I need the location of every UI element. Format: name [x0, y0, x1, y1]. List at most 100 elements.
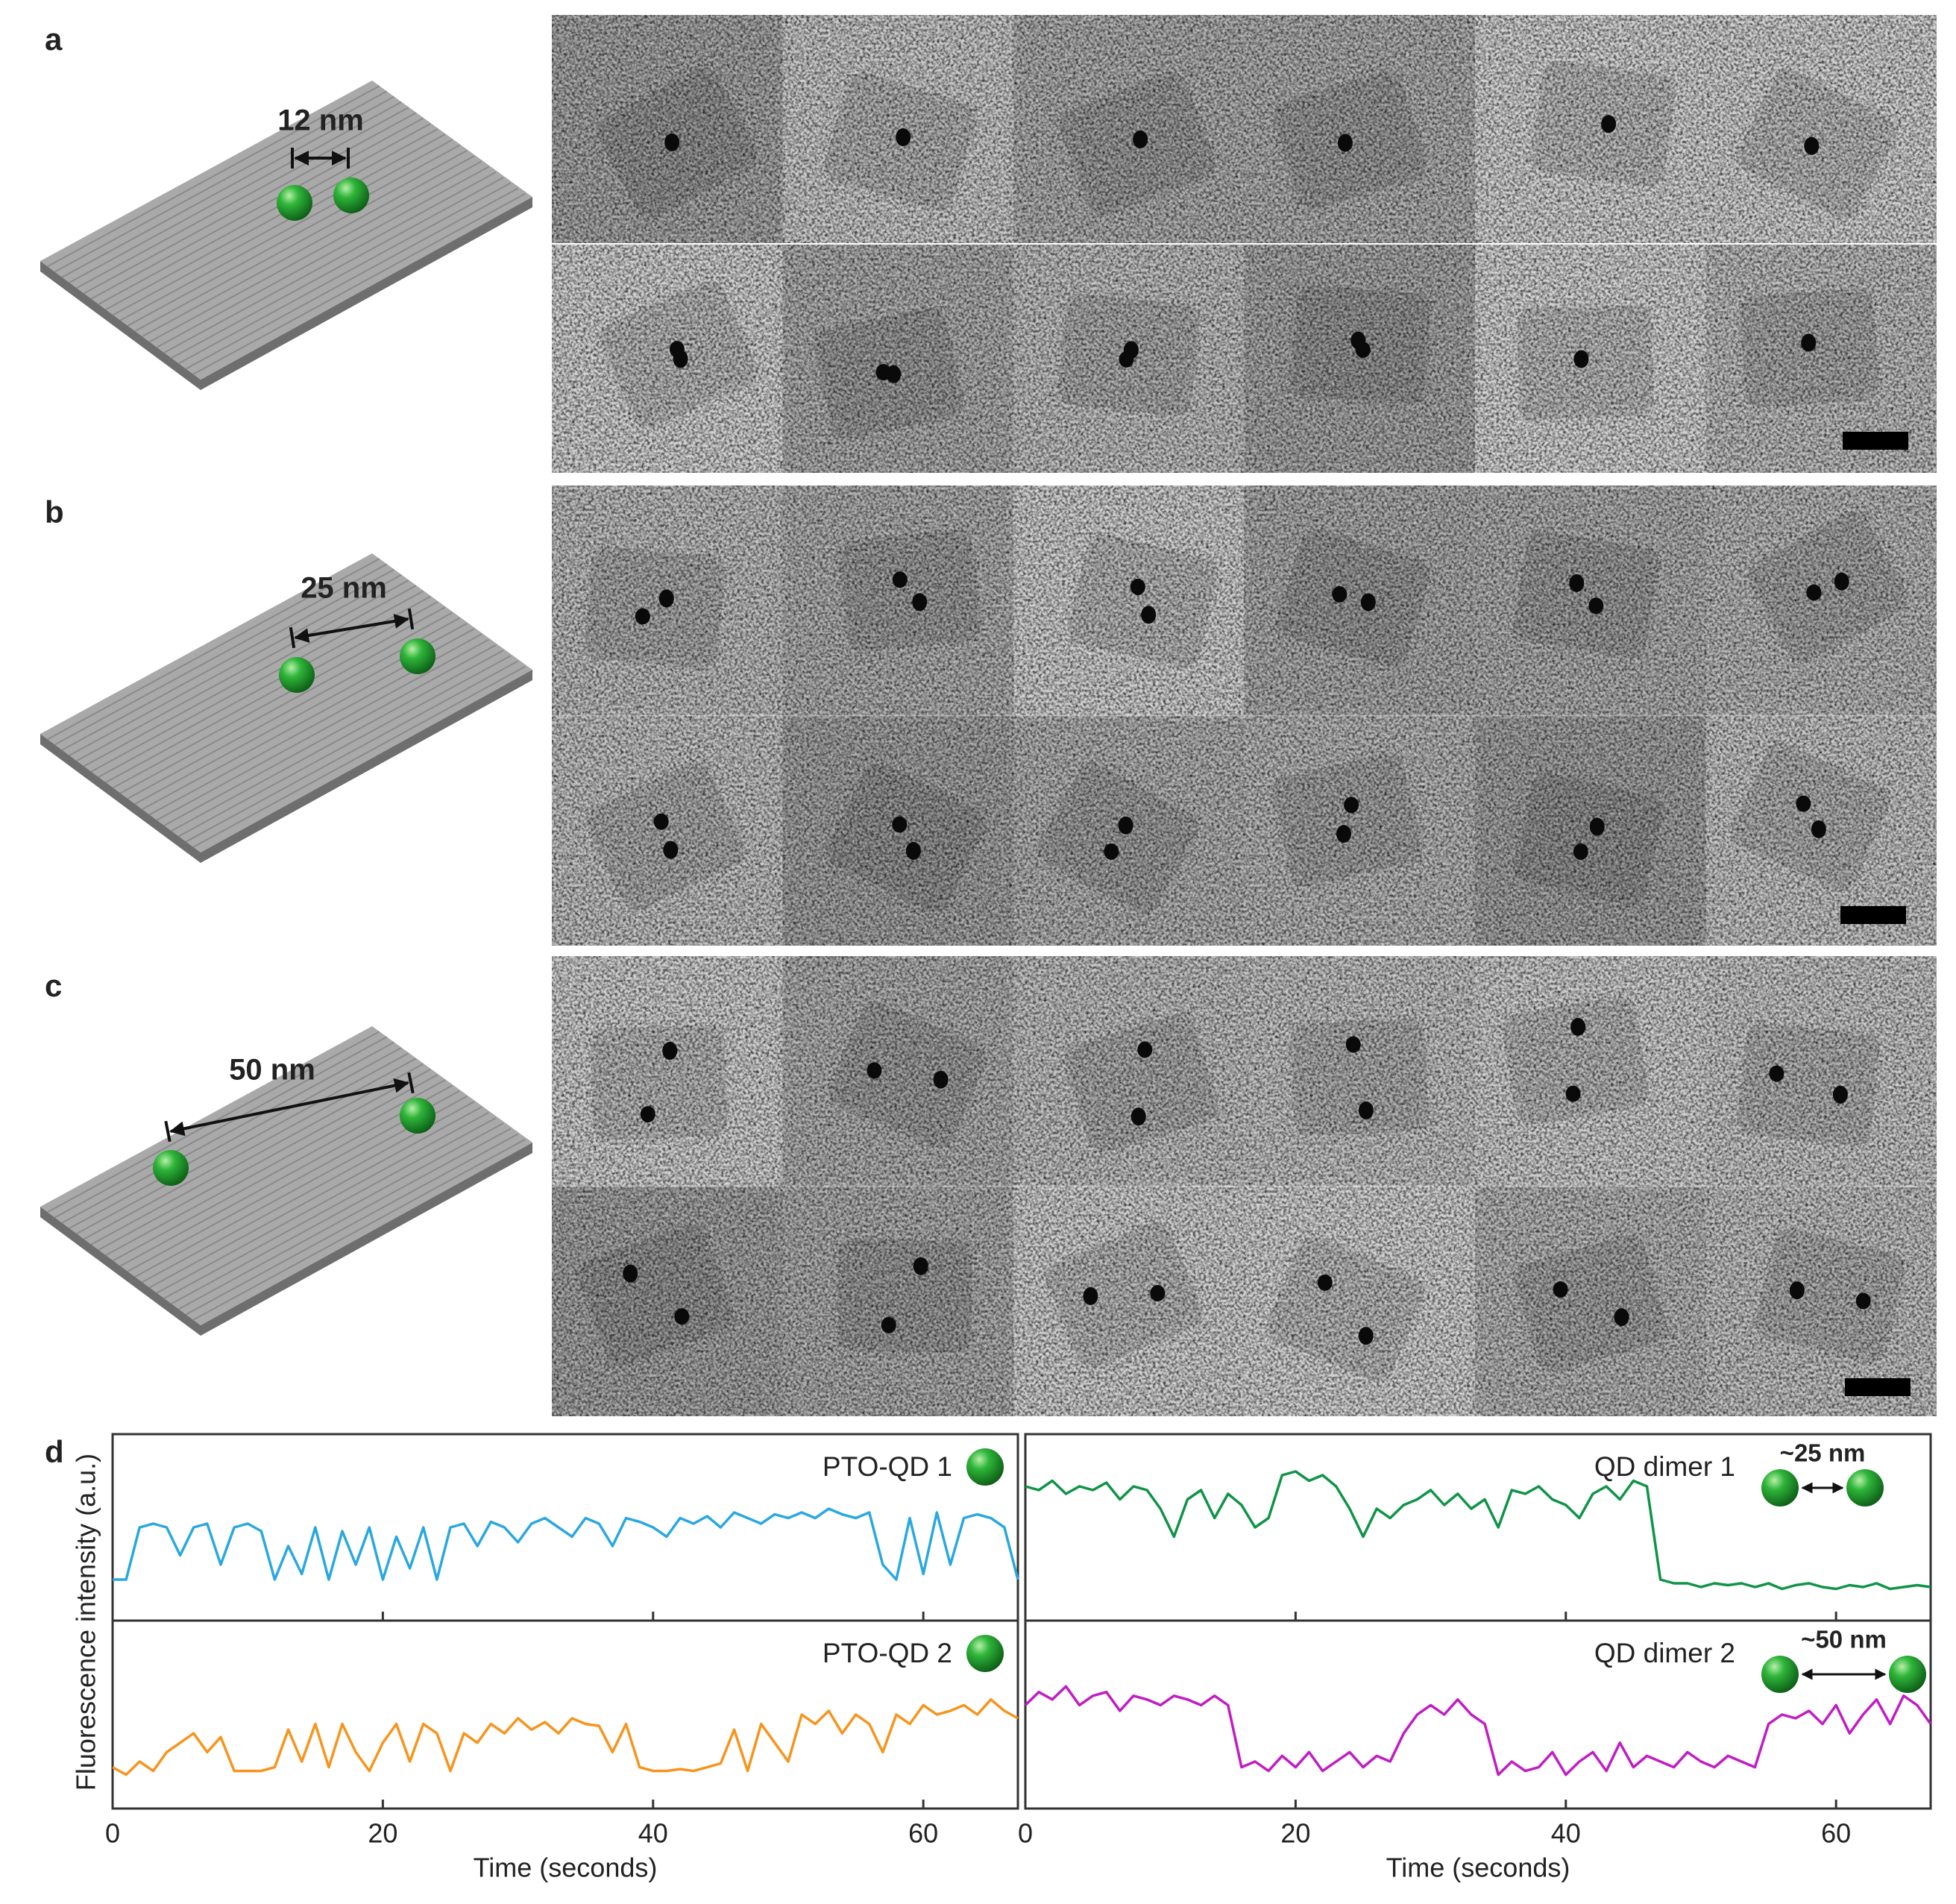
- x-tick-label: 20: [1280, 1818, 1310, 1849]
- particle: [1344, 797, 1359, 814]
- particle: [1083, 1286, 1098, 1305]
- particle: [662, 1042, 678, 1061]
- legend-icon: [1889, 1656, 1926, 1693]
- ridge: [76, 579, 409, 762]
- noise: [1244, 486, 1475, 716]
- particle: [905, 841, 921, 860]
- plot-frame: [111, 1619, 1019, 1810]
- x-tick-label: 60: [1821, 1818, 1851, 1849]
- particle: [1119, 351, 1134, 368]
- ridge: [105, 128, 438, 310]
- ridge: [61, 568, 394, 751]
- particle: [1601, 115, 1617, 133]
- ridge: [163, 644, 497, 826]
- particle: [1130, 1107, 1146, 1126]
- ridge: [163, 171, 497, 354]
- separation-label: ~50 nm: [1801, 1626, 1887, 1653]
- particle: [664, 133, 680, 151]
- legend-icon: [1846, 1469, 1884, 1506]
- panel-label: b: [45, 494, 64, 530]
- ridge: [156, 638, 489, 821]
- particle: [913, 1257, 928, 1275]
- x-tick-label: 20: [368, 1818, 397, 1849]
- particle: [1355, 342, 1371, 359]
- particle: [1573, 843, 1588, 861]
- x-tick-label: 40: [1551, 1818, 1581, 1849]
- trace-title: QD dimer 1: [1594, 1451, 1735, 1482]
- ridge: [69, 101, 402, 283]
- ridge: [69, 574, 402, 756]
- particle: [674, 1308, 690, 1325]
- noise: [552, 1186, 783, 1416]
- trace-title: PTO-QD 2: [823, 1638, 952, 1668]
- bracket: [407, 608, 415, 630]
- trace-title: PTO-QD 1: [823, 1451, 952, 1482]
- particle: [1588, 597, 1604, 615]
- quantum-dot: [400, 1098, 435, 1134]
- x-tick-label: 60: [908, 1818, 938, 1849]
- particle: [896, 128, 911, 146]
- trace-title: QD dimer 2: [1594, 1638, 1735, 1668]
- x-tick-label: 40: [638, 1818, 668, 1849]
- ridge: [84, 112, 417, 295]
- schematics: 12 nm 25 nm 50 nm: [40, 81, 532, 1336]
- micrographs: [552, 15, 1937, 1416]
- particle: [933, 1070, 949, 1089]
- ridge: [47, 85, 380, 268]
- panel-label: c: [45, 968, 62, 1003]
- noise: [782, 244, 1013, 473]
- noise: [1705, 486, 1937, 716]
- noise: [1244, 244, 1475, 473]
- distance-label: 25 nm: [301, 572, 387, 605]
- ridge: [171, 177, 504, 359]
- ridge: [185, 1133, 518, 1316]
- noise: [552, 956, 783, 1187]
- quantum-dot: [333, 177, 369, 213]
- particle: [1789, 1281, 1805, 1300]
- ridge: [54, 563, 388, 746]
- ridge: [156, 166, 489, 348]
- particle: [1553, 1281, 1568, 1298]
- ridge: [142, 155, 475, 338]
- traces: PTO-QD 1 QD dimer 1 ~25 nm 0 20 40 60 Time (sec…: [105, 1433, 1932, 1883]
- noise: [1475, 15, 1706, 244]
- ridge: [76, 107, 409, 289]
- distance-label: 50 nm: [229, 1054, 315, 1087]
- particle: [1806, 584, 1822, 601]
- quantum-dot: [400, 638, 435, 674]
- legend-icon: [966, 1635, 1004, 1672]
- particle: [1569, 574, 1585, 592]
- particle: [658, 589, 674, 608]
- bracket: [407, 1072, 415, 1094]
- particle: [867, 1062, 882, 1079]
- noise: [1705, 1186, 1937, 1416]
- particle: [1589, 817, 1605, 836]
- panel-label: d: [45, 1434, 64, 1469]
- particle: [1337, 133, 1353, 152]
- particle: [1570, 1017, 1586, 1036]
- particle: [1804, 136, 1820, 155]
- particle: [1855, 1292, 1871, 1310]
- ridge: [156, 1111, 489, 1294]
- separation-label: ~25 nm: [1780, 1439, 1866, 1467]
- noise: [782, 956, 1013, 1187]
- noise: [1475, 244, 1706, 473]
- particle: [1332, 585, 1347, 603]
- particle: [653, 813, 669, 830]
- particle: [640, 1106, 655, 1123]
- ridge: [113, 133, 446, 316]
- noise: [1013, 486, 1245, 716]
- particle: [892, 816, 908, 833]
- ridge: [192, 192, 526, 375]
- trace: [1024, 1685, 1932, 1776]
- particle: [623, 1264, 638, 1283]
- ridge: [178, 1128, 512, 1310]
- particle: [1796, 795, 1811, 812]
- particle: [1573, 350, 1589, 368]
- particle: [1801, 333, 1817, 352]
- x-axis-label: Time (seconds): [1386, 1853, 1570, 1883]
- ridge: [90, 117, 424, 300]
- ridge: [69, 1047, 402, 1229]
